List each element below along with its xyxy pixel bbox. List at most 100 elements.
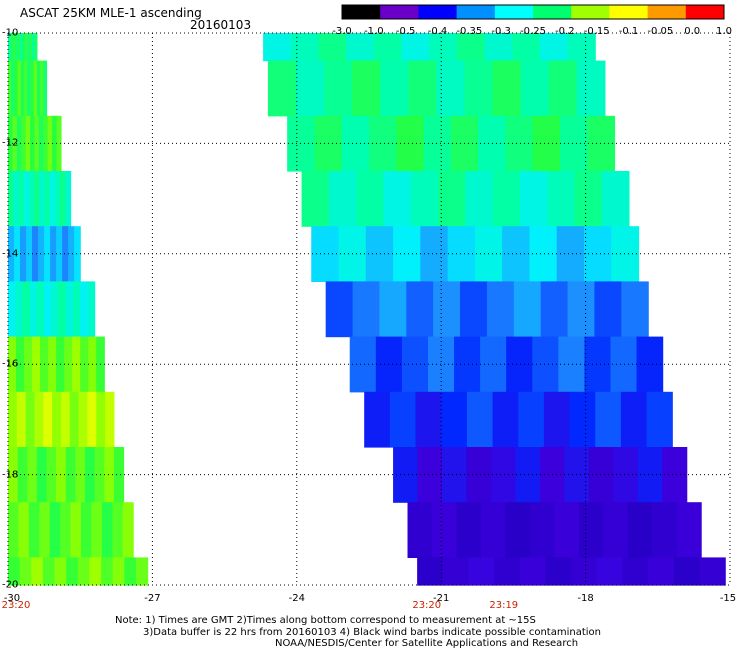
data-cell-west [24, 60, 28, 117]
data-cell-west [58, 281, 67, 338]
x-tick-label: -18 [577, 593, 594, 604]
colorbar-label: -0.4 [427, 26, 448, 37]
data-cell-west [39, 171, 46, 227]
data-cell-west [60, 502, 72, 558]
data-cell-east [611, 226, 640, 282]
data-cell-east [539, 33, 569, 62]
data-cell-east [341, 115, 370, 172]
colorbar-segment [533, 5, 572, 19]
data-cell-west [21, 115, 27, 172]
colorbar-label: -0.3 [491, 26, 511, 37]
colorbar-label: 0.0 [684, 26, 701, 37]
x-tick-label: -15 [719, 593, 737, 604]
data-cell-east [532, 115, 561, 172]
data-cell-west [15, 33, 19, 62]
data-cell-west [24, 33, 28, 62]
data-cell-east [287, 115, 316, 172]
data-cell-east [423, 115, 452, 172]
data-cell-east [456, 502, 482, 558]
colorbar-label: -0.2 [555, 26, 575, 37]
data-cell-east [447, 226, 476, 282]
data-cell-east [436, 60, 466, 117]
data-cell-west [54, 171, 61, 227]
data-cell-east [364, 391, 391, 448]
data-cell-west [44, 226, 51, 282]
data-cell-east [442, 557, 470, 586]
data-cell-east [325, 281, 354, 338]
data-cell-west [78, 391, 89, 448]
data-cell-west [65, 171, 72, 227]
colorbar-label: -1.0 [364, 26, 384, 37]
data-cell-east [613, 447, 639, 503]
data-cell-east [486, 281, 515, 338]
note-line-1: Note: 1) Times are GMT 2)Times along bot… [115, 615, 536, 626]
data-cell-east [519, 557, 547, 586]
colorbar-segment [571, 5, 610, 19]
data-cell-west [101, 502, 113, 558]
data-cell-east [576, 60, 606, 117]
data-cell-west [17, 33, 21, 62]
data-cell-east [547, 171, 575, 227]
data-cell-west [52, 115, 58, 172]
data-cell-west [20, 33, 24, 62]
data-cell-west [96, 391, 106, 448]
data-cell-east [594, 281, 622, 338]
data-cell-west [91, 502, 103, 558]
data-cell-west [68, 226, 75, 282]
data-cell-east [437, 171, 466, 227]
data-cell-west [101, 557, 114, 586]
data-cell-east [492, 60, 522, 117]
data-cell-west [113, 447, 125, 503]
y-tick-label: -18 [2, 469, 19, 481]
data-cell-east [464, 60, 494, 117]
data-cell-east [301, 171, 330, 227]
data-cell-east [494, 557, 521, 586]
data-cell-west [28, 171, 35, 227]
data-cell-west [20, 226, 27, 282]
data-cell-west [56, 115, 62, 172]
colorbar-label: -0.5 [395, 26, 416, 37]
data-cell-east [407, 502, 433, 558]
data-cell-west [124, 557, 137, 586]
data-cell-west [17, 60, 22, 117]
data-cell-east [621, 281, 649, 338]
data-cell-east [456, 33, 486, 62]
data-cell-west [52, 391, 62, 448]
data-cell-west [40, 60, 44, 117]
data-cell-west [11, 60, 16, 117]
data-cell-east [699, 557, 726, 586]
data-cell-west [34, 33, 38, 62]
data-cell-east [389, 391, 417, 448]
data-cell-east [587, 115, 616, 172]
data-cell-east [676, 502, 702, 558]
data-cell-east [466, 391, 494, 448]
colorbar-label: -0.1 [618, 26, 639, 37]
data-cell-west [49, 502, 61, 558]
data-cell-west [30, 60, 35, 117]
data-cell-west [42, 557, 56, 586]
data-cell-west [16, 391, 27, 448]
data-cell-west [27, 33, 31, 62]
data-cell-east [373, 33, 403, 62]
data-cell-west [43, 60, 48, 117]
data-cell-east [460, 281, 488, 338]
data-cell-east [346, 33, 375, 62]
data-cell-east [548, 60, 578, 117]
data-cell-west [22, 281, 31, 338]
data-cell-west [34, 391, 44, 448]
data-cell-east [490, 447, 517, 503]
data-cell-east [480, 502, 506, 558]
data-cell-east [352, 60, 381, 117]
data-cell-east [465, 171, 494, 227]
time-label: 23:20 [412, 600, 442, 611]
data-cell-west [87, 281, 96, 338]
data-cell-east [652, 502, 678, 558]
colorbar-label: 1.0 [716, 26, 732, 37]
data-cell-east [648, 557, 675, 586]
data-cell-west [77, 557, 91, 586]
data-cell-east [622, 557, 649, 586]
chart-title: ASCAT 25KM MLE-1 ascending [20, 6, 202, 20]
data-cell-west [13, 171, 20, 227]
data-cell-west [17, 447, 28, 503]
